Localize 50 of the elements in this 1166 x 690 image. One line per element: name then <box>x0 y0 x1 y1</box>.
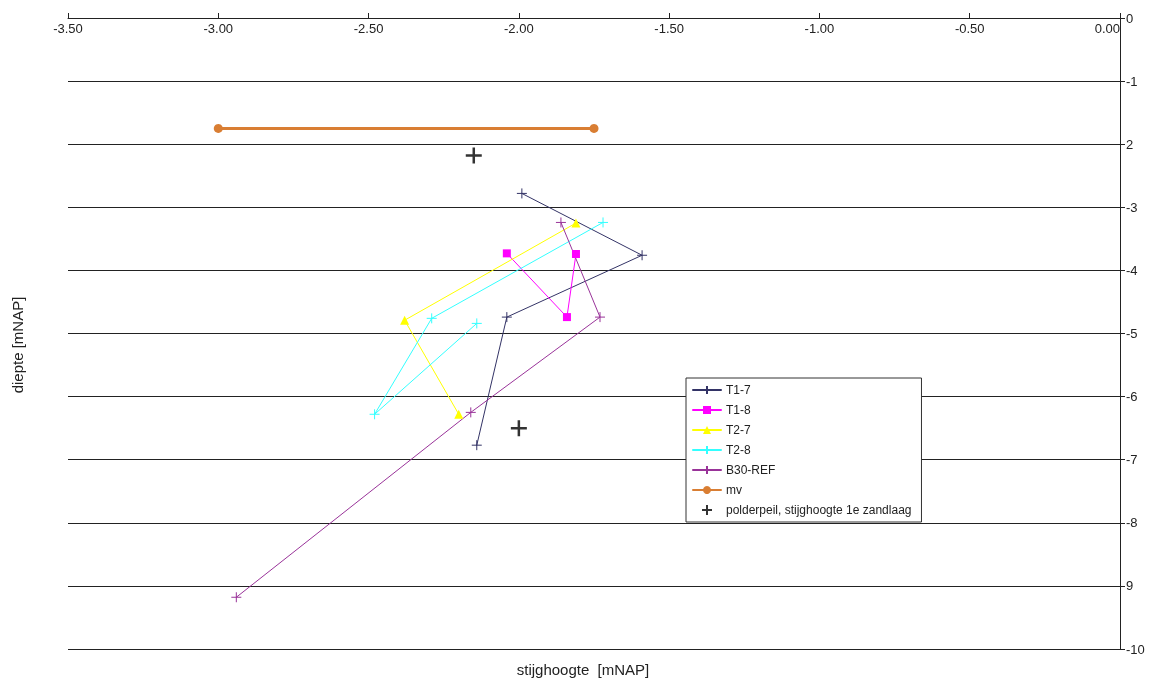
legend-label: T2-8 <box>726 443 751 457</box>
point <box>464 146 484 165</box>
y-axis-title: diepte [mNAP] <box>9 296 26 394</box>
x-tick-label: -3.00 <box>203 21 234 36</box>
y-tick-label: -5 <box>1126 326 1138 341</box>
point <box>636 249 648 261</box>
x-tick-label: -3.50 <box>53 21 83 36</box>
legend-label: polderpeil, stijghoogte 1e zandlaag <box>726 503 912 517</box>
point <box>230 591 242 603</box>
y-tick-label: -3 <box>1126 199 1138 215</box>
x-axis-title: stijghoogte [mNAP] <box>516 661 650 678</box>
point <box>465 406 477 418</box>
point <box>502 249 511 258</box>
point <box>597 216 609 228</box>
legend-label: T1-7 <box>726 383 751 397</box>
y-tick-label: -10 <box>1126 641 1145 657</box>
x-tick-label: -1.50 <box>654 21 684 36</box>
legend-label: mv <box>726 483 742 497</box>
y-tick-label: 9 <box>1126 578 1134 594</box>
point <box>471 439 483 451</box>
point <box>213 123 223 133</box>
x-tick-label: -0.50 <box>954 21 985 36</box>
point <box>454 409 464 419</box>
point <box>501 311 513 323</box>
y-tick-label: -8 <box>1126 515 1138 531</box>
y-tick-label: -1 <box>1126 73 1138 89</box>
y-tick-label: -7 <box>1126 452 1138 468</box>
point <box>369 408 381 420</box>
x-tick-label: -2.00 <box>504 21 534 36</box>
point <box>594 311 606 323</box>
x-tick-label: -1.00 <box>804 21 835 36</box>
point <box>400 315 410 325</box>
point <box>562 313 571 322</box>
y-tick-label: -4 <box>1126 262 1138 278</box>
point <box>471 317 483 329</box>
point <box>516 187 528 199</box>
legend-label: T1-8 <box>726 403 751 417</box>
point <box>571 218 581 228</box>
y-tick-label: -6 <box>1126 389 1138 405</box>
point <box>426 312 438 324</box>
point <box>589 123 599 133</box>
y-tick-label: 2 <box>1126 136 1134 152</box>
legend-label: B30-REF <box>726 463 776 477</box>
point <box>555 216 567 228</box>
y-tick-label: 0 <box>1126 10 1134 26</box>
x-tick-label: 0.00 <box>1094 21 1120 36</box>
legend-label: T2-7 <box>726 423 751 437</box>
point <box>571 249 580 258</box>
point <box>509 418 529 438</box>
x-tick-label: -2.50 <box>353 21 384 36</box>
